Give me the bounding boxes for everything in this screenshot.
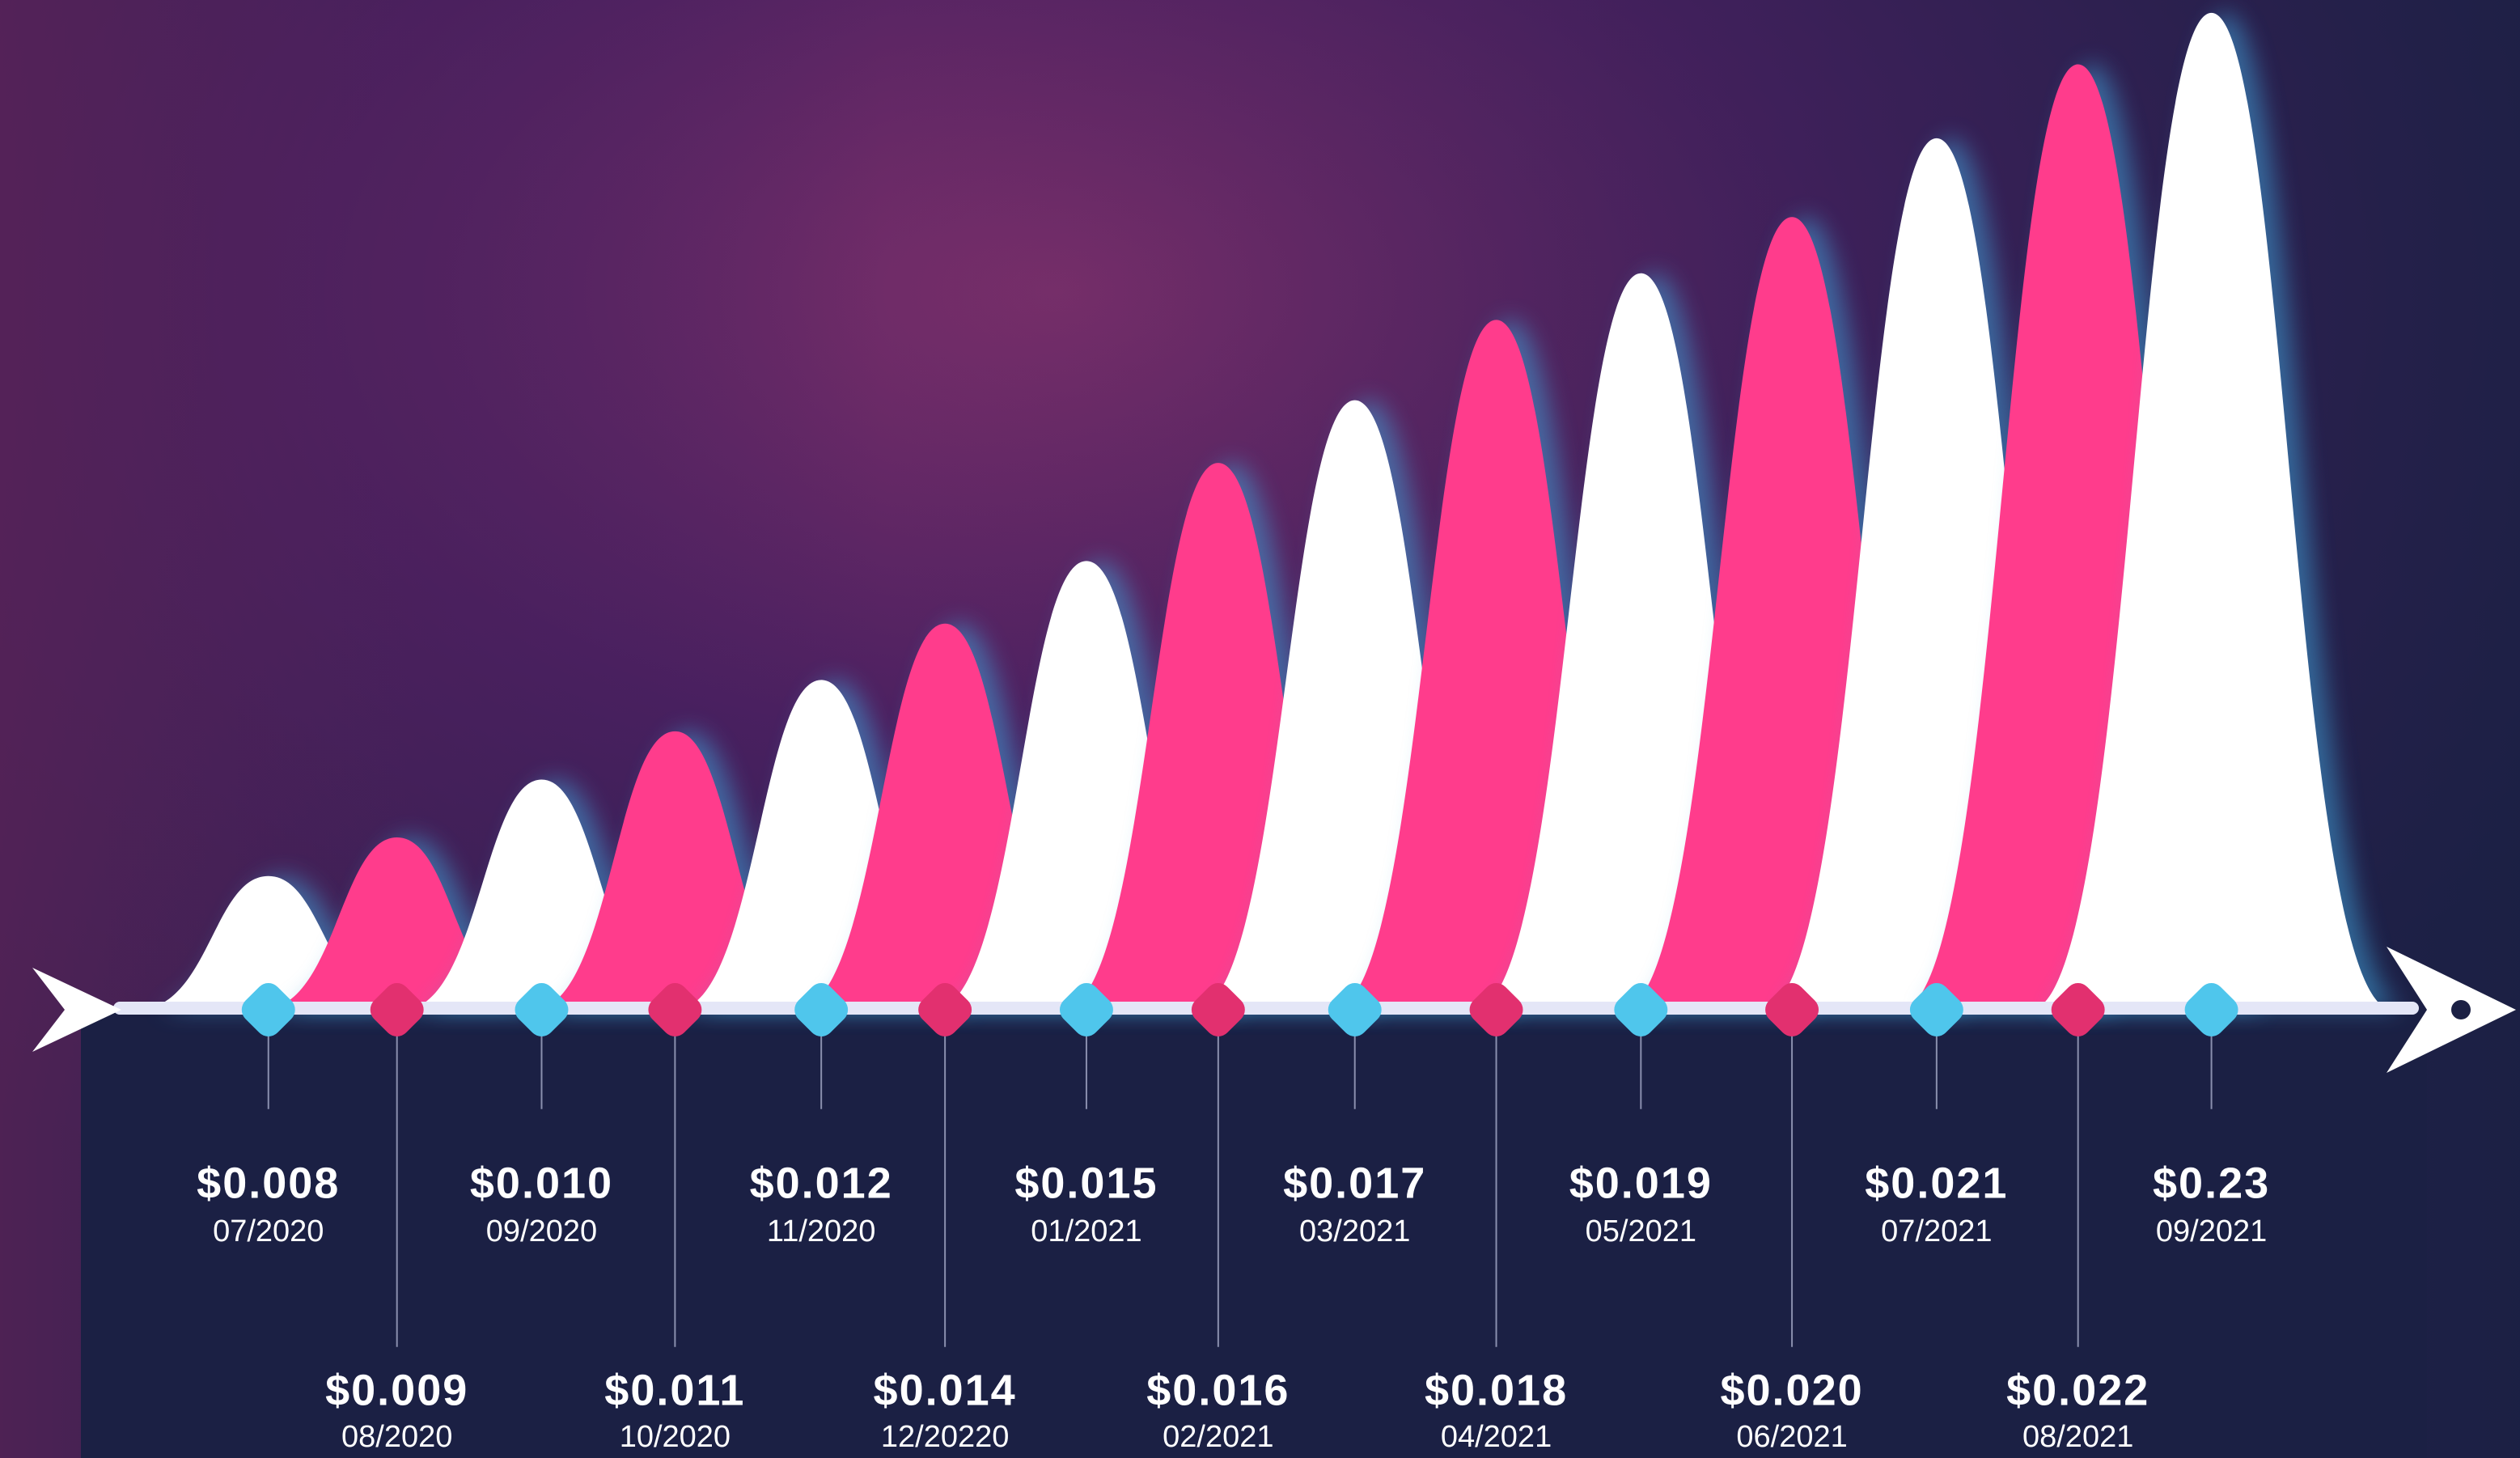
marker [1059,983,1113,1036]
date-label: 08/2021 [2022,1420,2133,1454]
marker [1765,983,1819,1036]
price-label: $0.018 [1425,1367,1568,1415]
price-label: $0.016 [1146,1367,1290,1415]
price-label: $0.015 [1014,1159,1158,1207]
price-label: $0.008 [197,1159,340,1207]
date-label: 08/2020 [341,1420,452,1454]
marker [1328,983,1382,1036]
date-label: 06/2021 [1736,1420,1847,1454]
marker [1909,983,1963,1036]
date-label: 07/2020 [213,1214,324,1248]
price-label: $0.010 [470,1159,613,1207]
price-label: $0.012 [750,1159,893,1207]
price-label: $0.011 [604,1367,745,1415]
marker [241,983,295,1036]
price-label: $0.021 [1865,1159,2008,1207]
labels: $0.008 07/2020 $0.009 08/2020 $0.010 09/2020 $… [197,983,2270,1454]
date-label: 03/2021 [1299,1214,1410,1248]
date-label: 07/2021 [1881,1214,1992,1248]
marker [2051,983,2105,1036]
marker [2184,983,2238,1036]
price-label: $0.009 [325,1367,468,1415]
peaks [136,12,2408,1011]
date-label: 09/2021 [2156,1214,2267,1248]
date-label: 02/2021 [1163,1420,1273,1454]
date-label: 04/2021 [1441,1420,1552,1454]
price-label: $0.019 [1569,1159,1713,1207]
marker [370,983,424,1036]
axis-arrow-left [32,968,121,1052]
marker [1614,983,1668,1036]
marker [794,983,849,1036]
marker [648,983,702,1036]
date-label: 12/20220 [881,1420,1010,1454]
marker [1469,983,1523,1036]
price-label: $0.020 [1720,1367,1863,1415]
marker [1191,983,1245,1036]
date-label: 11/2020 [767,1214,876,1248]
label-panel [81,1010,2427,1458]
date-label: 05/2021 [1586,1214,1696,1248]
price-label: $0.022 [2006,1367,2149,1415]
peak [2030,12,2393,1011]
arrow-dot [2451,1000,2471,1019]
price-label: $0.017 [1283,1159,1426,1207]
date-label: 09/2020 [486,1214,597,1248]
marker [918,983,972,1036]
date-label: 10/2020 [620,1420,731,1454]
price-label: $0.23 [2153,1159,2270,1207]
date-label: 01/2021 [1031,1214,1141,1248]
price-label: $0.014 [874,1367,1017,1415]
marker [515,983,569,1036]
